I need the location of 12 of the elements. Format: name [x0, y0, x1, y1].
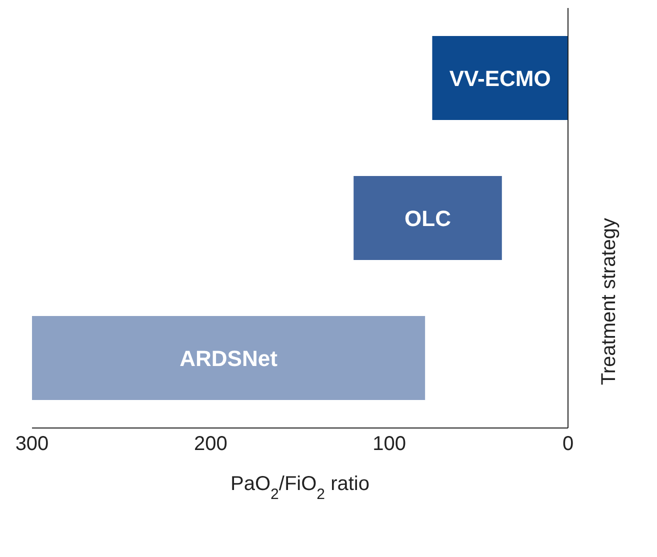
- x-tick-label: 200: [194, 433, 228, 456]
- y-axis-title: Treatment strategy: [598, 218, 620, 386]
- bar: [32, 316, 426, 400]
- x-tick-label: 300: [15, 433, 49, 456]
- bar: [432, 36, 568, 120]
- x-axis-title: PaO$_{2}$/FiO$_{2}$ ratio: [230, 473, 370, 502]
- x-tick-label: 100: [372, 433, 406, 456]
- y-tick-label: ARDSNet: [180, 346, 278, 371]
- bar: [354, 176, 502, 260]
- x-tick-label: 0: [562, 433, 574, 456]
- y-tick-label: OLC: [404, 206, 452, 231]
- y-tick-label: VV-ECMO: [449, 66, 551, 91]
